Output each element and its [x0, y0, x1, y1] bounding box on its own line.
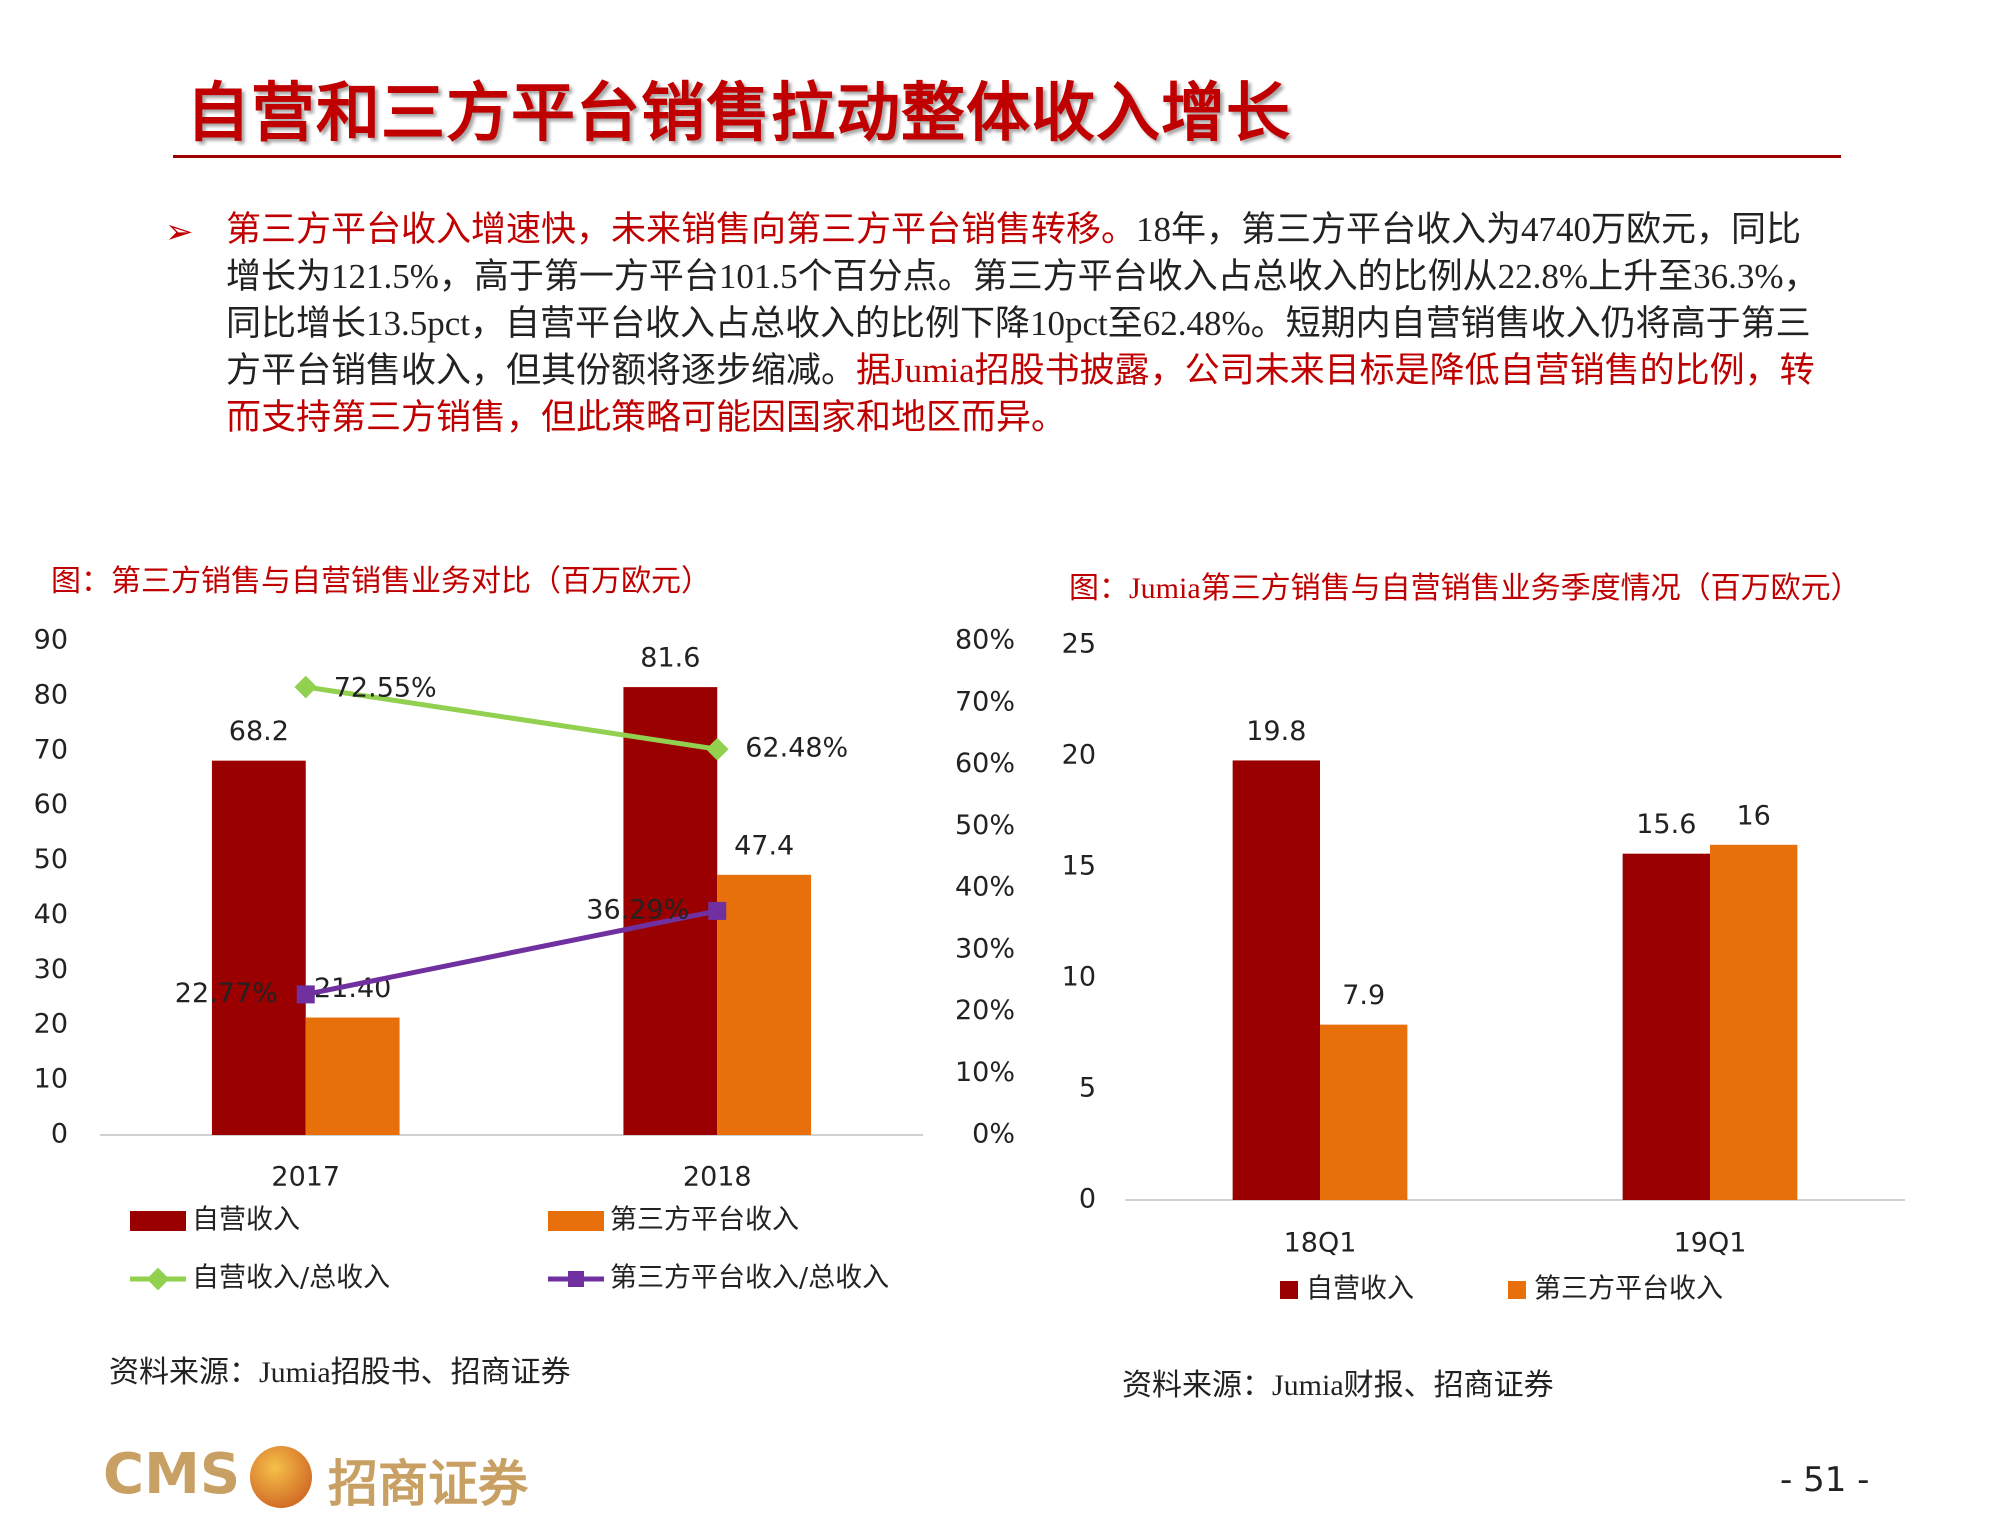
- bar: [1622, 853, 1710, 1200]
- y-tick-label: 80: [34, 679, 68, 710]
- y2-tick-label: 0%: [972, 1119, 1015, 1150]
- bar: [1320, 1024, 1408, 1200]
- y2-tick-label: 50%: [955, 810, 1015, 841]
- x-tick-label: 18Q1: [1284, 1228, 1357, 1259]
- page-number: - 51 -: [1780, 1460, 1870, 1500]
- line: [305, 908, 718, 997]
- y-tick-label: 15: [1062, 851, 1096, 882]
- title-rule: [173, 155, 1841, 158]
- y-tick-label: 0: [1079, 1184, 1096, 1215]
- marker: [705, 737, 729, 761]
- y-tick-label: 10: [1062, 962, 1096, 993]
- y2-tick-label: 80%: [955, 625, 1015, 656]
- slide-title: 自营和三方平台销售拉动整体收入增长: [186, 77, 1291, 151]
- y-tick-label: 10: [34, 1064, 68, 1095]
- value-label: 81.6: [640, 643, 700, 674]
- marker: [708, 901, 727, 920]
- bullet-text: 第三方平台收入增速快，未来销售向第三方平台销售转移。18年，第三方平台收入为47…: [226, 206, 1836, 441]
- legend-swatch: [130, 1211, 186, 1231]
- bar: [305, 1017, 400, 1135]
- y-tick-label: 60: [34, 789, 68, 820]
- bar: [717, 874, 812, 1135]
- y2-tick-label: 30%: [955, 933, 1015, 964]
- value-label: 68.2: [229, 716, 289, 747]
- value-label: 36.29%: [586, 894, 689, 925]
- value-label: 47.4: [734, 830, 794, 861]
- y-tick-label: 20: [1062, 740, 1096, 771]
- x-tick-label: 2018: [683, 1162, 752, 1193]
- y-tick-label: 50: [34, 844, 68, 875]
- bar: [1710, 844, 1798, 1200]
- bullet-segment: 据Jumia招股书披露，公司未来目标是降低自营销售的比例，转而支持第三方销售，但…: [226, 351, 1815, 437]
- chart-title: 图：第三方销售与自营销售业务对比（百万欧元）: [51, 565, 711, 598]
- marker: [294, 675, 318, 699]
- value-label: 15.6: [1636, 809, 1696, 840]
- y-tick-label: 40: [34, 899, 68, 930]
- y2-tick-label: 60%: [955, 748, 1015, 779]
- y2-tick-label: 70%: [955, 686, 1015, 717]
- legend-label: 第三方平台收入: [1534, 1274, 1723, 1305]
- y-tick-label: 90: [34, 625, 68, 656]
- logo-text: CMS: [103, 1442, 241, 1507]
- source-note: 资料来源：Jumia招股书、招商证券: [109, 1356, 571, 1389]
- value-label: 19.8: [1246, 716, 1306, 747]
- y2-tick-label: 40%: [955, 872, 1015, 903]
- legend-marker: [146, 1267, 170, 1291]
- y2-tick-label: 20%: [955, 995, 1015, 1026]
- company-name: 招商证券: [328, 1455, 528, 1513]
- y-tick-label: 5: [1079, 1073, 1096, 1104]
- bar: [1232, 760, 1320, 1200]
- legend-label: 自营收入/总收入: [192, 1263, 390, 1294]
- legend-swatch: [1508, 1281, 1526, 1299]
- y-tick-label: 30: [34, 954, 68, 985]
- legend-label: 第三方平台收入/总收入: [610, 1263, 889, 1294]
- y-tick-label: 25: [1062, 629, 1096, 660]
- value-label: 7.9: [1342, 980, 1385, 1011]
- chart-title: 图：Jumia第三方销售与自营销售业务季度情况（百万欧元）: [1069, 572, 1861, 605]
- bar: [623, 687, 718, 1135]
- legend-label: 自营收入: [1306, 1274, 1414, 1305]
- y-tick-label: 20: [34, 1009, 68, 1040]
- value-label: 16: [1737, 800, 1771, 831]
- bullet-arrow: ➢: [165, 212, 194, 252]
- legend-marker: [568, 1271, 584, 1287]
- source-note: 资料来源：Jumia财报、招商证券: [1122, 1369, 1554, 1402]
- y2-tick-label: 10%: [955, 1057, 1015, 1088]
- logo-emblem: [250, 1446, 312, 1508]
- value-label: 22.77%: [175, 978, 278, 1009]
- bullet-segment: 18年，第三方平台收入为4740万欧元，同比增长为121.5%，高于第一方平台1…: [226, 210, 1819, 390]
- marker: [296, 985, 315, 1004]
- y-tick-label: 0: [51, 1119, 68, 1150]
- bar: [211, 760, 306, 1135]
- legend-label: 自营收入: [192, 1205, 300, 1236]
- legend-swatch: [1280, 1281, 1298, 1299]
- legend-label: 第三方平台收入: [610, 1205, 799, 1236]
- x-tick-label: 2017: [271, 1162, 340, 1193]
- value-label: 62.48%: [745, 733, 848, 764]
- y-tick-label: 70: [34, 734, 68, 765]
- x-tick-label: 19Q1: [1674, 1228, 1747, 1259]
- legend-swatch: [548, 1211, 604, 1231]
- bullet-segment: 第三方平台收入增速快，未来销售向第三方平台销售转移。: [226, 210, 1137, 249]
- line: [305, 684, 718, 752]
- value-label: 72.55%: [334, 673, 437, 704]
